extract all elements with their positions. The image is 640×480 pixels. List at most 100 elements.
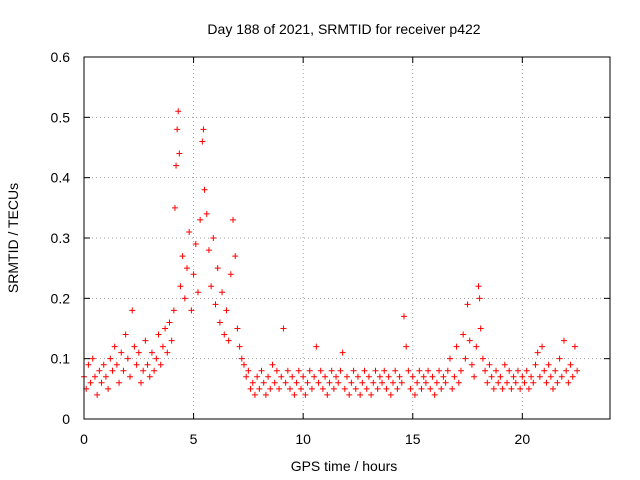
data-point (168, 337, 175, 344)
data-point (471, 373, 478, 380)
data-point (100, 361, 107, 368)
y-axis-label: SRMTID / TECUs (5, 183, 21, 293)
data-point (503, 379, 510, 386)
data-point (411, 391, 418, 398)
data-point (140, 367, 147, 374)
data-point (177, 283, 184, 290)
data-point (341, 385, 348, 392)
y-axis-tick-labels: 0 0.1 0.2 0.3 0.4 0.5 0.6 (51, 49, 71, 427)
data-point (370, 379, 377, 386)
data-point (499, 385, 506, 392)
data-point (118, 349, 125, 356)
data-point (287, 385, 294, 392)
data-point (236, 343, 243, 350)
data-point (569, 373, 576, 380)
data-point (495, 379, 502, 386)
data-point (243, 373, 250, 380)
data-point (508, 385, 515, 392)
data-point (497, 373, 504, 380)
data-point (477, 325, 484, 332)
data-point (225, 337, 232, 344)
data-point (105, 385, 112, 392)
data-point (563, 367, 570, 374)
data-point (449, 385, 456, 392)
data-point (162, 325, 169, 332)
data-point (493, 367, 500, 374)
data-point (181, 295, 188, 302)
data-point (326, 379, 333, 386)
x-tick-label: 15 (405, 431, 421, 447)
data-point (324, 391, 331, 398)
data-point (354, 373, 361, 380)
data-point (387, 391, 394, 398)
data-point (534, 349, 541, 356)
data-point (429, 373, 436, 380)
data-point (304, 379, 311, 386)
data-point (173, 162, 180, 169)
data-point (137, 379, 144, 386)
data-point (383, 385, 390, 392)
data-point (300, 373, 307, 380)
data-point (85, 361, 92, 368)
data-point (407, 385, 414, 392)
data-point (219, 289, 226, 296)
data-point (528, 373, 535, 380)
data-point (514, 367, 521, 374)
data-point (184, 265, 191, 272)
data-point (488, 373, 495, 380)
x-tick-label: 0 (80, 431, 88, 447)
data-point (208, 283, 215, 290)
data-point (230, 216, 237, 223)
data-point (122, 331, 129, 338)
data-point (523, 367, 530, 374)
data-point (247, 385, 254, 392)
data-point (396, 373, 403, 380)
data-point (490, 385, 497, 392)
data-point (475, 283, 482, 290)
x-tick-label: 20 (515, 431, 531, 447)
data-point (453, 343, 460, 350)
data-point (368, 391, 375, 398)
data-point (398, 379, 405, 386)
data-point (295, 367, 302, 374)
data-point (273, 367, 280, 374)
data-point (166, 319, 173, 326)
data-point (269, 361, 276, 368)
series-srmtid (81, 108, 581, 398)
data-point (357, 391, 364, 398)
data-point (89, 355, 96, 362)
data-point (390, 379, 397, 386)
data-point (240, 361, 247, 368)
data-point (199, 138, 206, 145)
data-point (293, 379, 300, 386)
x-axis-label: GPS time / hours (291, 458, 398, 474)
data-point (91, 373, 98, 380)
data-point (484, 379, 491, 386)
data-point (302, 391, 309, 398)
data-point (374, 385, 381, 392)
data-point (280, 325, 287, 332)
data-point (148, 349, 155, 356)
data-point (530, 379, 537, 386)
data-point (155, 331, 162, 338)
data-point (116, 379, 123, 386)
data-point (543, 379, 550, 386)
data-point (96, 367, 103, 374)
data-point (545, 361, 552, 368)
data-point (344, 373, 350, 380)
data-point (214, 265, 221, 272)
data-point (517, 385, 524, 392)
data-point (442, 379, 449, 386)
data-point (473, 343, 480, 350)
data-point (315, 379, 322, 386)
data-point (284, 367, 291, 374)
data-point (113, 361, 120, 368)
data-point (574, 367, 581, 374)
data-point (245, 367, 252, 374)
data-point (170, 307, 177, 314)
data-point (539, 343, 546, 350)
data-point (558, 373, 565, 380)
data-point (107, 355, 114, 362)
data-point (359, 379, 366, 386)
data-point (433, 379, 440, 386)
